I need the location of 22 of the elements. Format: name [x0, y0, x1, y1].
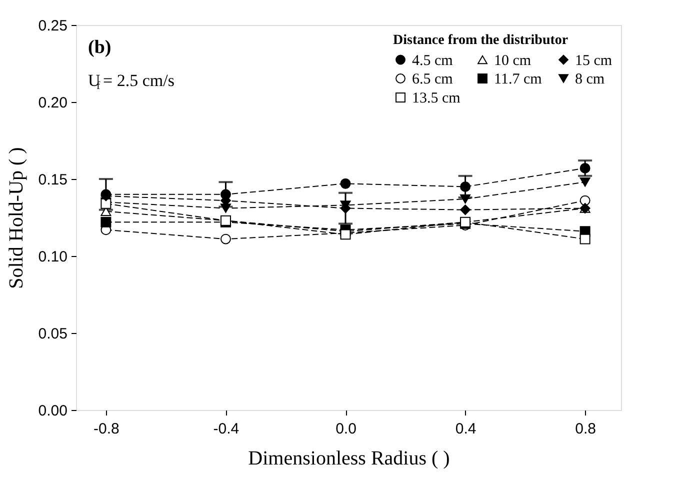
y-tick-label: 0.20	[38, 94, 68, 112]
legend-label: 4.5 cm	[412, 52, 454, 69]
legend-label: 10 cm	[494, 52, 532, 69]
legend-label: 15 cm	[575, 52, 612, 69]
y-axis-title: Solid Hold-Up ( )	[5, 147, 28, 289]
x-tick-label: -0.4	[213, 420, 240, 438]
x-axis-title: Dimensionless Radius ( )	[248, 448, 450, 470]
annotation: (b)	[88, 37, 112, 58]
legend-label: 6.5 cm	[412, 72, 454, 88]
legend-title: Distance from the distributor	[393, 33, 568, 48]
legend-label: 13.5 cm	[412, 90, 461, 106]
x-tick-label: 0.4	[455, 420, 476, 438]
y-tick-label: 0.10	[38, 248, 68, 266]
y-tick-label: 0.25	[38, 18, 68, 34]
legend-label: 11.7 cm	[494, 72, 542, 88]
y-tick-label: 0.15	[38, 172, 68, 188]
legend-label: 8 cm	[575, 72, 605, 88]
x-tick-label: 0.0	[336, 420, 356, 438]
x-tick-label: 0.8	[575, 420, 596, 438]
x-tick-label: -0.8	[94, 420, 120, 438]
y-tick-label: 0.05	[38, 326, 68, 342]
y-tick-label: 0.00	[38, 402, 68, 420]
